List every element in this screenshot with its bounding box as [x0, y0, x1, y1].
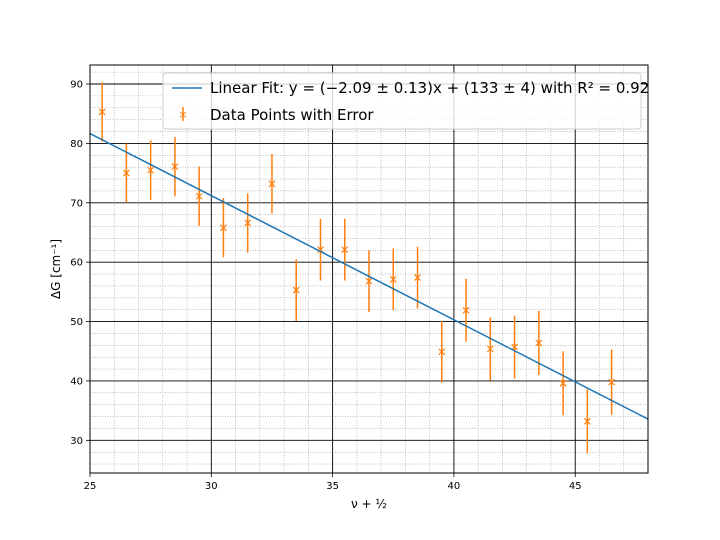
data-point [147, 140, 155, 200]
x-marker-stroke [414, 274, 421, 282]
x-marker-stroke [292, 286, 300, 294]
x-marker-stroke [122, 169, 130, 177]
data-point [486, 317, 494, 381]
data-point [244, 193, 252, 253]
data-point [98, 82, 106, 142]
x-marker-stroke [98, 108, 106, 116]
x-marker-stroke [462, 306, 470, 314]
legend: Linear Fit: y = (−2.09 ± 0.13)x + (133 ±… [162, 72, 649, 130]
legend-marker-swatch: × [178, 108, 187, 121]
data-point [535, 310, 543, 376]
legend-box [162, 72, 642, 130]
x-marker-stroke [535, 339, 543, 347]
plot-frame [89, 64, 649, 474]
x-marker-stroke [244, 219, 252, 227]
y-tick-label: 70 [70, 198, 83, 209]
data-point [268, 154, 276, 214]
data-point [292, 259, 300, 321]
x-marker-stroke [220, 224, 227, 232]
fit-line [89, 132, 649, 420]
x-marker-stroke [438, 348, 446, 356]
data-point [462, 278, 470, 342]
data-point [220, 198, 227, 258]
data-point [438, 320, 446, 383]
y-tick-label: 60 [70, 258, 83, 269]
y-tick-label: 30 [70, 436, 83, 447]
x-marker-stroke [341, 246, 349, 254]
y-tick-label: 50 [70, 317, 83, 328]
data-point [122, 143, 130, 203]
x-tick-label: 35 [326, 481, 339, 492]
x-marker-stroke [559, 379, 567, 387]
data-point [195, 166, 203, 226]
legend-label-data: Data Points with Error [210, 106, 374, 124]
y-tick-label: 80 [70, 139, 83, 150]
x-marker-stroke [171, 163, 179, 170]
legend-label-fit: Linear Fit: y = (−2.09 ± 0.13)x + (133 ±… [210, 79, 649, 97]
x-marker-stroke [147, 166, 155, 174]
data-point [341, 218, 349, 281]
x-marker-stroke [608, 378, 616, 386]
data-point [389, 248, 397, 311]
data-point [583, 389, 591, 454]
data-point [559, 351, 567, 416]
y-axis-label: ΔG [cm⁻¹] [49, 239, 63, 299]
x-marker-stroke [317, 246, 324, 254]
x-axis-label: ν + ½ [351, 497, 387, 511]
x-marker-stroke [583, 417, 591, 425]
x-marker-stroke [268, 180, 276, 188]
y-tick-label: 40 [70, 376, 83, 387]
data-point [365, 250, 373, 313]
plot-area [89, 82, 649, 454]
x-marker-stroke [486, 345, 494, 353]
data-point [511, 315, 518, 379]
x-tick-label: 25 [84, 481, 97, 492]
axis-ticks: 25 30 35 40 45 30 40 50 60 70 80 90 [70, 80, 581, 492]
x-tick-label: 45 [569, 481, 582, 492]
y-tick-label: 90 [70, 80, 83, 91]
data-point [171, 136, 179, 197]
x-marker-stroke [365, 277, 373, 285]
x-tick-label: 40 [448, 481, 461, 492]
x-marker-stroke [195, 192, 203, 200]
data-point [608, 349, 616, 415]
x-tick-label: 30 [205, 481, 218, 492]
x-marker-stroke [389, 275, 397, 283]
data-point [414, 246, 421, 309]
